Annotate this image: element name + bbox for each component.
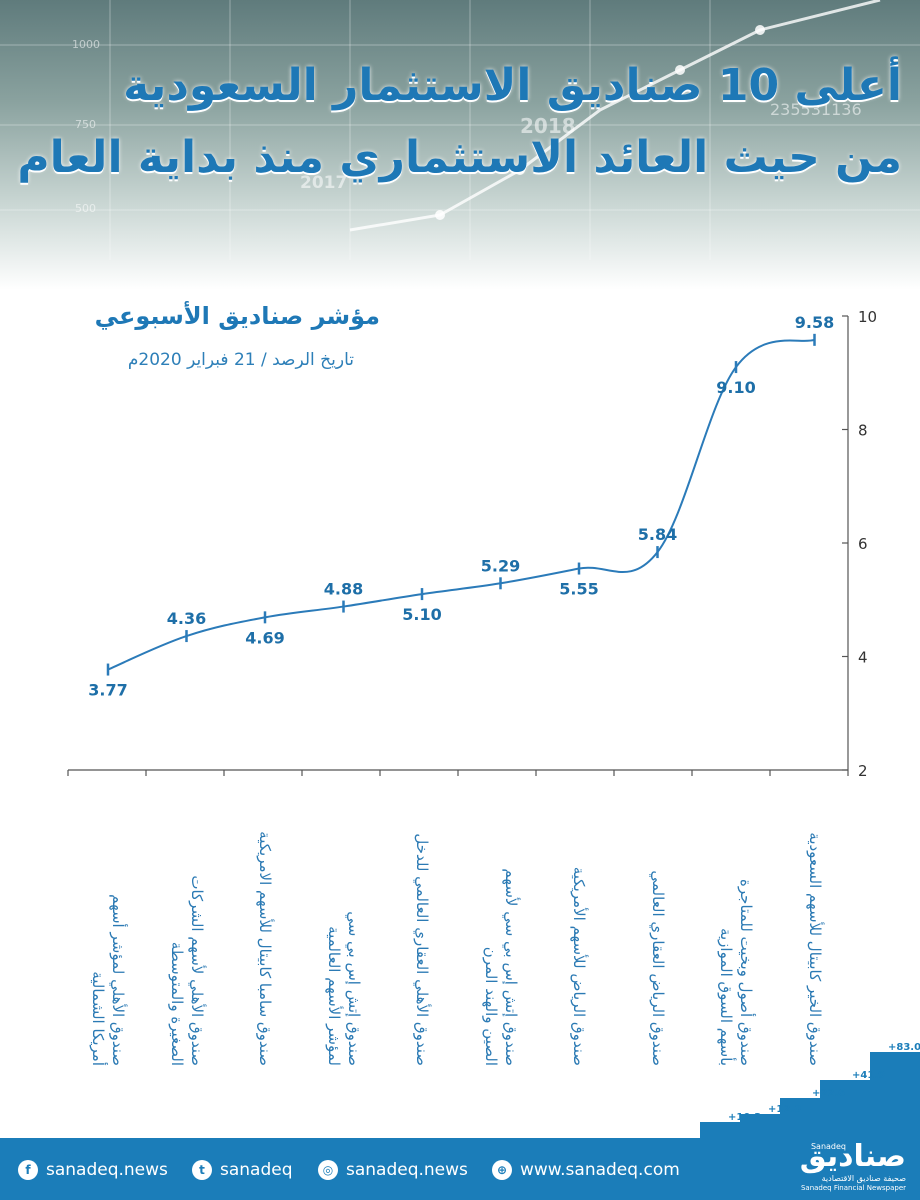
- instagram-icon: ◎: [318, 1160, 338, 1180]
- page-title-line-2: من حيث العائد الاستثماري منذ بداية العام: [17, 132, 902, 183]
- category-label-line: أمريكا الشمالية: [88, 971, 107, 1066]
- data-label-6: 5.29: [481, 556, 520, 575]
- category-label-line: الصغيرة والمتوسطة: [167, 941, 186, 1066]
- category-label-2: صندوق الأهلي لأسهم الشركات الصغيرة والمتو…: [166, 786, 207, 1066]
- data-label-10: 9.58: [795, 313, 834, 332]
- y-tick-label-10: 10: [858, 308, 877, 326]
- data-label-9: 9.10: [716, 378, 755, 397]
- step-label-4: +41.9: [852, 1070, 885, 1081]
- category-label-line: صندوق إتش إس بي سي لأسهم: [501, 868, 520, 1066]
- data-label-1: 3.77: [88, 681, 127, 700]
- twitter-icon: t: [192, 1160, 212, 1180]
- bg-year-2018: 2018: [520, 114, 576, 138]
- data-label-8: 5.84: [638, 525, 677, 544]
- header-decoration: 1000 750 500 2018 2017 235531136: [0, 0, 920, 260]
- footer-bar: [0, 1138, 920, 1200]
- step-label-3: +22.6: [812, 1088, 845, 1099]
- category-label-7: صندوق الرياض للأسهم الأمريكية: [569, 786, 589, 1066]
- facebook-icon: f: [18, 1160, 38, 1180]
- facebook-handle: sanadeq.news: [46, 1160, 168, 1180]
- twitter-link[interactable]: t sanadeq: [192, 1158, 293, 1182]
- series-line: [107, 338, 815, 671]
- chart-subtitle: تاريخ الرصد / 21 فبراير 2020م: [127, 350, 354, 370]
- category-label-line: لمؤشر الأسهم العالمية: [324, 926, 343, 1066]
- data-label-4: 4.88: [324, 580, 363, 599]
- growth-steps-decoration: +10.3 +12.0 +22.6 +41.9 +83.0: [700, 1042, 920, 1140]
- data-label-3: 4.69: [245, 628, 284, 647]
- data-label-2: 4.36: [167, 609, 206, 628]
- bg-number-750: 750: [75, 118, 96, 131]
- header-banner: 1000 750 500 2018 2017 235531136 أعلى 10…: [0, 0, 920, 290]
- brand-subtitle-ar: صحيفة صناديق الاقتصادية: [821, 1174, 906, 1183]
- y-tick-label-2: 2: [858, 762, 868, 780]
- brand-logo: Sanadeq صناديق صحيفة صناديق الاقتصادية S…: [786, 1140, 906, 1198]
- step-label-5: +83.0: [888, 1042, 920, 1053]
- category-label-line: صندوق الأهلي لأسهم الشركات: [187, 875, 206, 1066]
- instagram-link[interactable]: ◎ sanadeq.news: [318, 1158, 468, 1182]
- website-url: www.sanadeq.com: [520, 1160, 680, 1180]
- category-label-line: صندوق الخير كابيتال للأسهم السعودية: [805, 832, 824, 1066]
- category-label-line: صندوق سامبا كابيتال للأسهم الامريكية: [256, 831, 274, 1066]
- facebook-link[interactable]: f sanadeq.news: [18, 1158, 168, 1182]
- brand-subtitle-en: Sanadeq Financial Newspaper: [800, 1184, 906, 1192]
- chart-title: مؤشر صناديق الأسبوعي: [94, 302, 380, 330]
- category-label-4: صندوق إتش إس بي سي لمؤشر الأسهم العالمية: [323, 786, 364, 1066]
- y-tick-label-6: 6: [858, 535, 868, 553]
- y-tick-label-4: 4: [858, 649, 868, 667]
- bg-year-2017: 2017: [300, 173, 347, 193]
- category-label-6: صندوق إتش إس بي سي لأسهم الصين والهند الم…: [480, 786, 521, 1066]
- category-label-line: صندوق الرياض للأسهم الأمريكية: [570, 866, 588, 1066]
- category-label-line: صندوق أصول وبخيت للمتاجرة: [737, 879, 755, 1066]
- bg-number-500: 500: [75, 202, 96, 215]
- category-label-line: صندوق الأهلي العقاري العالمي للدخل: [413, 833, 431, 1066]
- step-label-1: +10.3: [728, 1112, 761, 1123]
- brand-name-ar: صناديق: [799, 1139, 906, 1174]
- bg-ticker-number: 235531136: [770, 100, 862, 119]
- category-label-1: صندوق الأهلي لمؤشر أسهم أمريكا الشمالية: [88, 786, 129, 1066]
- brand-tag: Sanadeq: [810, 1142, 846, 1151]
- category-label-line: صندوق الرياض العقاري العالمي: [648, 870, 667, 1066]
- y-tick-label-8: 8: [858, 422, 868, 440]
- data-label-5: 5.10: [402, 605, 441, 624]
- globe-icon: ⊕: [492, 1160, 512, 1180]
- category-label-line: صندوق الأهلي لمؤشر أسهم: [109, 894, 127, 1066]
- category-label-line: الصين والهند المرن: [481, 946, 500, 1066]
- page-title-line-1: أعلى 10 صناديق الاستثمار السعودية: [123, 60, 902, 111]
- instagram-handle: sanadeq.news: [346, 1160, 468, 1180]
- data-label-7: 5.55: [559, 580, 598, 599]
- bg-number-1000: 1000: [72, 38, 100, 51]
- website-link[interactable]: ⊕ www.sanadeq.com: [492, 1158, 680, 1182]
- category-label-8: صندوق الرياض العقاري العالمي: [647, 786, 667, 1066]
- category-label-3: صندوق سامبا كابيتال للأسهم الامريكية: [255, 786, 275, 1066]
- category-label-line: صندوق إتش إس بي سي: [344, 911, 363, 1066]
- twitter-handle: sanadeq: [220, 1160, 293, 1180]
- step-label-2: +12.0: [768, 1104, 801, 1115]
- category-label-5: صندوق الأهلي العقاري العالمي للدخل: [412, 786, 432, 1066]
- line-chart: 2 4 6 8 10 3.77 4.36 4.69 4.88 5.10 5.29 5.55 5.84 9.…: [67, 308, 877, 780]
- category-label-9: صندوق أصول وبخيت للمتاجرة بأسهم السوق الم…: [716, 786, 757, 1066]
- category-label-line: بأسهم السوق الموازية: [716, 927, 735, 1066]
- category-label-10: صندوق الخير كابيتال للأسهم السعودية: [804, 786, 824, 1066]
